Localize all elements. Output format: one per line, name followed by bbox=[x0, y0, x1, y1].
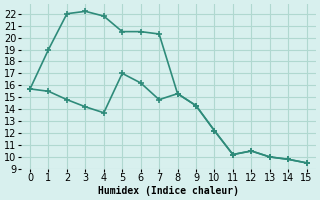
X-axis label: Humidex (Indice chaleur): Humidex (Indice chaleur) bbox=[98, 186, 239, 196]
